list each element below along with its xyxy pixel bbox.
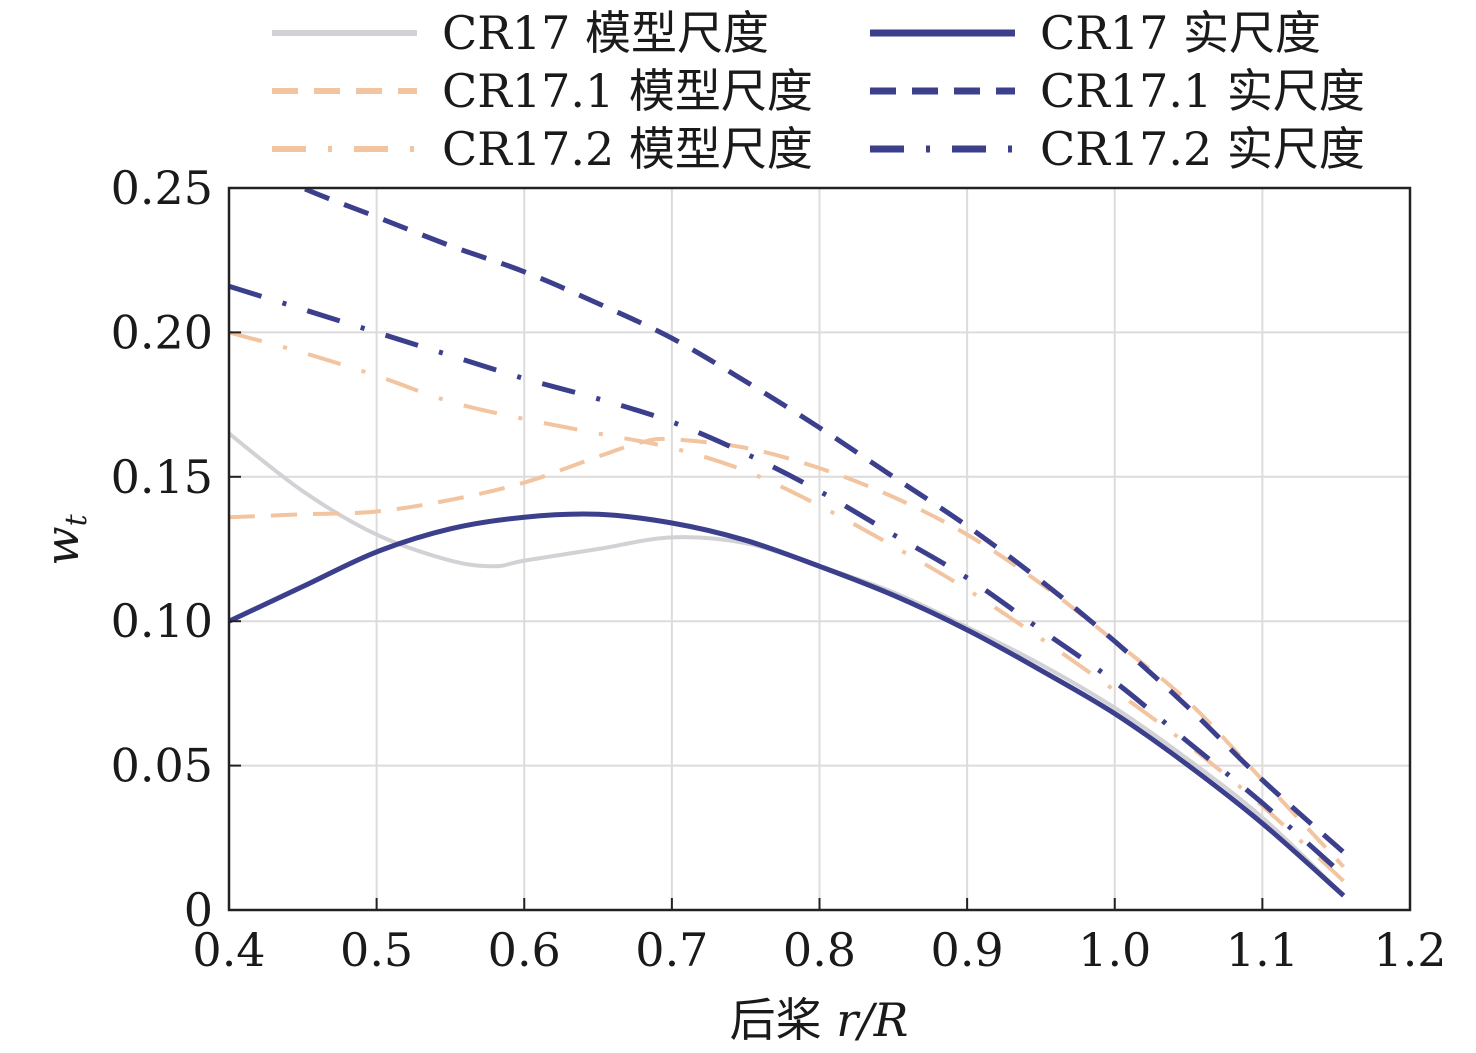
y-axis-label-sub: t	[59, 513, 94, 526]
y-tick-label: 0.25	[111, 161, 213, 215]
legend-label-cr17-1-full: CR17.1 实尺度	[1040, 64, 1365, 118]
legend-label-cr17-2-model: CR17.2 模型尺度	[442, 122, 813, 176]
series-line-cr17-1-model	[229, 436, 1346, 869]
x-axis-label-var: r/R	[836, 993, 908, 1047]
x-axis-label: 后桨 r/R	[730, 993, 909, 1047]
legend-label-cr17-1-model: CR17.1 模型尺度	[442, 64, 813, 118]
x-tick-label: 0.6	[488, 923, 561, 977]
y-axis-label: wt	[35, 513, 94, 565]
legend-label-cr17-2-full: CR17.2 实尺度	[1040, 122, 1365, 176]
series-line-cr17-2-full	[229, 283, 1346, 878]
x-tick-label: 1.2	[1373, 923, 1446, 977]
y-tick-label: 0.05	[111, 739, 213, 793]
y-tick-label: 0.20	[111, 305, 213, 359]
y-tick-label: 0.15	[111, 450, 213, 504]
grid	[229, 188, 1410, 910]
y-tick-label: 0.10	[111, 594, 213, 648]
series-line-cr17-1-full	[296, 188, 1346, 855]
y-axis-label-main: w	[35, 526, 89, 565]
legend-label-cr17-full: CR17 实尺度	[1040, 6, 1321, 60]
series-lines	[229, 188, 1346, 898]
legend-label-cr17-model: CR17 模型尺度	[442, 6, 769, 60]
series-line-cr17-2-model	[229, 330, 1345, 883]
x-tick-label: 0.8	[783, 923, 856, 977]
series-line-cr17-full	[229, 511, 1346, 898]
x-tick-label: 1.1	[1226, 923, 1299, 977]
y-tick-label: 0	[184, 883, 213, 937]
series-line-cr17-model	[229, 431, 1345, 898]
x-tick-label: 0.9	[931, 923, 1004, 977]
x-tick-label: 0.7	[635, 923, 708, 977]
x-tick-label: 0.5	[340, 923, 413, 977]
x-axis-label-prefix: 后桨	[730, 993, 837, 1047]
ticks: 0.4 0.5 0.6 0.7 0.8 0.9 1.0 1.1 1.2 0 0.05 0.10 0.15…	[111, 161, 1447, 977]
x-tick-label: 0.4	[192, 923, 265, 977]
x-tick-label: 1.0	[1078, 923, 1151, 977]
